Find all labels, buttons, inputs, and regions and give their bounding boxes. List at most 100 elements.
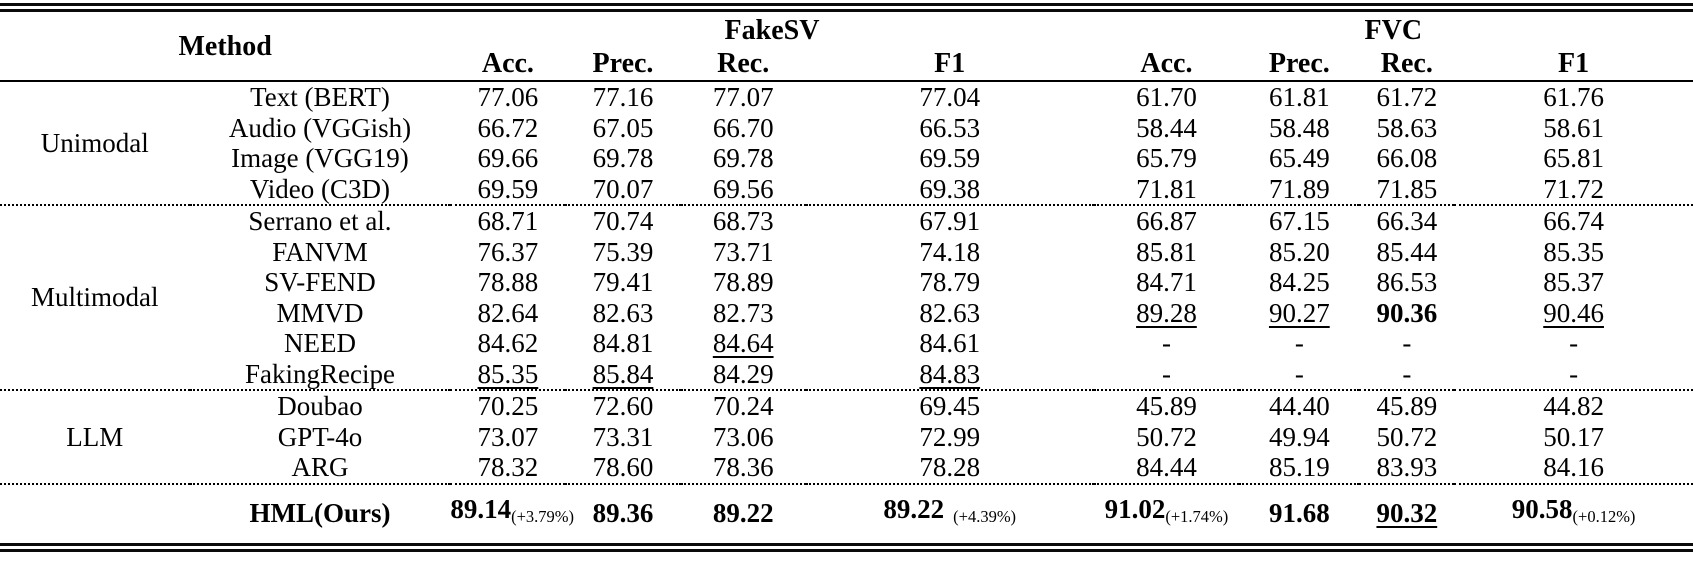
metric-cell: 84.61: [806, 328, 1094, 359]
metric-value: 79.41: [592, 267, 654, 297]
metric-cell: 70.25: [450, 389, 566, 422]
metric-value: 85.81: [1136, 236, 1197, 267]
metric-cell: 58.48: [1239, 113, 1359, 144]
metric-cell: 82.64: [450, 298, 565, 329]
metric-value: 85.35: [477, 358, 539, 389]
metric-value: 69.66: [477, 143, 539, 173]
method-cell: ARG: [291, 452, 349, 482]
metric-value: 91.02: [1104, 494, 1166, 525]
metric-value: 70.25: [477, 391, 539, 421]
metric-value: 61.72: [1376, 82, 1438, 112]
metric-value: 61.76: [1543, 82, 1604, 112]
metric-cell: 73.06: [681, 422, 806, 453]
metric-value: 66.74: [1543, 206, 1604, 236]
metric-cell: 69.66: [450, 143, 565, 174]
metric-value: 76.37: [477, 236, 539, 267]
method-cell: Doubao: [189, 389, 451, 422]
metric-cell: 82.73: [681, 298, 806, 329]
metric-cell: -: [1454, 359, 1693, 391]
metric-cell: 83.93: [1359, 452, 1454, 484]
metric-cell: 68.71: [450, 204, 566, 237]
group-label-cell: LLM: [0, 389, 190, 484]
metric-value: 85.35: [1543, 236, 1604, 267]
metric-cell: 84.29: [681, 359, 806, 391]
metric-cell: 69.78: [565, 143, 680, 174]
table-row: FakingRecipe 85.35 85.84 84.29 84.83 - - - -: [0, 359, 1693, 391]
metric-cell: 70.24: [680, 389, 806, 422]
table-row: SV-FEND 78.88 79.41 78.89 78.79 84.71 84.25 86.…: [0, 267, 1693, 298]
metric-cell: 89.36: [565, 482, 681, 543]
metric-cell: 85.44: [1359, 237, 1454, 268]
method-cell: NEED: [283, 328, 356, 358]
metric-value: 78.88: [477, 267, 539, 297]
metric-cell: 61.81: [1239, 81, 1359, 113]
metric-value: 70.24: [712, 391, 774, 421]
metric-value: 78.36: [712, 452, 774, 482]
metric-cell: 78.36: [681, 452, 806, 484]
metric-value: 50.72: [1136, 421, 1197, 452]
metric-cell: 66.70: [681, 113, 806, 144]
metric-cell: 70.74: [565, 204, 681, 237]
metric-value: 91.68: [1268, 498, 1330, 529]
metric-cell: 66.87: [1093, 204, 1240, 237]
metric-cell: 89.22 (+4.39%): [805, 482, 1094, 543]
metric-value: 90.36: [1376, 297, 1438, 328]
metric-value: 69.59: [919, 143, 981, 173]
metric-cell: 89.22: [680, 482, 806, 543]
metric-value: 84.71: [1136, 267, 1197, 297]
top-rule: [0, 3, 1693, 12]
metric-cell: 91.02(+1.74%): [1093, 482, 1240, 543]
table-row: FANVM 76.37 75.39 73.71 74.18 85.81 85.20 85.44…: [0, 237, 1693, 268]
metric-cell: 77.04: [806, 81, 1094, 113]
metric-cell: 89.28: [1094, 298, 1240, 329]
metric-cell: 45.89: [1359, 389, 1455, 422]
metric-cell: -: [1359, 359, 1454, 391]
metric-value: 90.46: [1543, 297, 1604, 328]
col-header-prec: Prec.: [1239, 48, 1360, 82]
metric-cell: 73.71: [681, 237, 806, 268]
metric-value: 71.72: [1543, 173, 1604, 204]
table-row: ARG 78.32 78.60 78.36 78.28 84.44 85.19 83.93 84…: [0, 452, 1693, 484]
table-row: Multimodal Serrano et al. 68.71 70.74 68.73 6…: [0, 204, 1693, 390]
metric-cell: 85.19: [1239, 452, 1359, 484]
metric-cell: 77.06: [450, 81, 565, 113]
table-row: MMVD 82.64 82.63 82.73 82.63 89.28 90.27 90.36 9…: [0, 298, 1693, 329]
metric-cell: 85.35: [1454, 237, 1693, 268]
metric-value: 84.81: [592, 328, 654, 358]
metric-cell: 58.63: [1359, 113, 1454, 144]
metric-value: -: [1294, 328, 1304, 358]
metric-cell: 66.08: [1359, 143, 1454, 174]
metric-cell: 78.32: [450, 452, 565, 484]
method-cell: GPT-4o: [277, 421, 363, 452]
metric-value: 89.28: [1136, 297, 1197, 328]
metric-value: 72.60: [592, 391, 654, 421]
metric-value: -: [1161, 358, 1171, 389]
metric-cell: 69.59: [450, 174, 565, 206]
metric-value: 66.34: [1376, 206, 1438, 236]
metric-cell: 73.07: [450, 422, 565, 453]
method-cell: Text (BERT): [250, 82, 390, 112]
method-cell: FakingRecipe: [244, 358, 395, 389]
metric-cell: 91.68: [1239, 482, 1360, 543]
metric-value: 65.81: [1543, 143, 1604, 173]
metric-cell: 84.62: [450, 328, 565, 359]
metric-value: 84.83: [919, 358, 981, 389]
metric-value: 69.38: [919, 173, 981, 204]
group-label-cell: Unimodal: [40, 127, 149, 158]
metric-value: 89.22: [883, 494, 945, 525]
group-llm: LLM Doubao 70.25 72.60 70.24 69.45 45.89 44.40 4…: [0, 389, 1693, 484]
metric-cell: 85.35: [450, 359, 565, 391]
metric-value: 90.32: [1376, 498, 1438, 529]
metric-cell: 66.74: [1454, 204, 1693, 237]
metric-value: 69.59: [477, 173, 539, 204]
header-row-metrics: Acc. Prec. Rec. F1 Acc. Prec. Rec. F1: [0, 48, 1693, 82]
metric-value: 78.79: [919, 267, 981, 297]
metric-value: -: [1402, 358, 1412, 389]
metric-value: 85.44: [1376, 236, 1438, 267]
metric-value: 58.63: [1376, 112, 1438, 143]
metric-value: 69.78: [712, 143, 774, 173]
method-cell: Image (VGG19): [231, 143, 409, 173]
metric-cell: 85.81: [1094, 237, 1240, 268]
metric-cell: 67.15: [1239, 204, 1360, 237]
metric-cell: 90.58(+0.12%): [1454, 482, 1693, 543]
